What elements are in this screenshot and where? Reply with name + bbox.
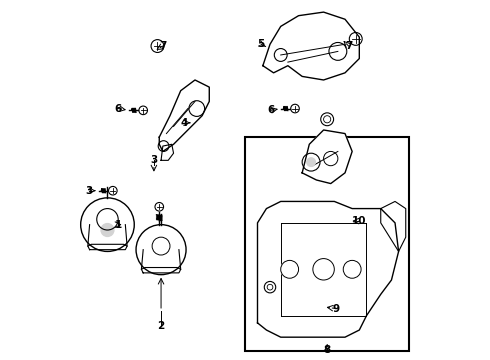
Text: 10: 10 [352, 216, 367, 226]
Circle shape [81, 198, 134, 251]
Polygon shape [302, 130, 352, 184]
Text: 9: 9 [333, 303, 340, 314]
Polygon shape [88, 244, 127, 249]
Text: 4: 4 [181, 118, 188, 128]
Text: 3: 3 [150, 156, 157, 165]
Polygon shape [263, 12, 359, 80]
Text: 2: 2 [157, 321, 165, 332]
Circle shape [101, 224, 114, 237]
Polygon shape [161, 144, 173, 160]
Polygon shape [159, 80, 209, 152]
Circle shape [307, 158, 316, 166]
Bar [245, 137, 409, 351]
Text: 1: 1 [115, 220, 122, 230]
Text: 5: 5 [257, 39, 265, 49]
Polygon shape [258, 202, 398, 337]
Circle shape [343, 260, 361, 278]
Circle shape [302, 153, 320, 171]
Polygon shape [381, 202, 406, 251]
Text: 7: 7 [159, 41, 167, 51]
Text: 8: 8 [323, 345, 331, 355]
Circle shape [313, 258, 334, 280]
Text: 7: 7 [345, 41, 352, 51]
Circle shape [136, 225, 186, 275]
Circle shape [281, 260, 298, 278]
Circle shape [264, 282, 276, 293]
Text: 3: 3 [85, 186, 92, 196]
Text: 6: 6 [115, 104, 122, 113]
Text: 6: 6 [267, 105, 274, 115]
Polygon shape [142, 267, 181, 273]
